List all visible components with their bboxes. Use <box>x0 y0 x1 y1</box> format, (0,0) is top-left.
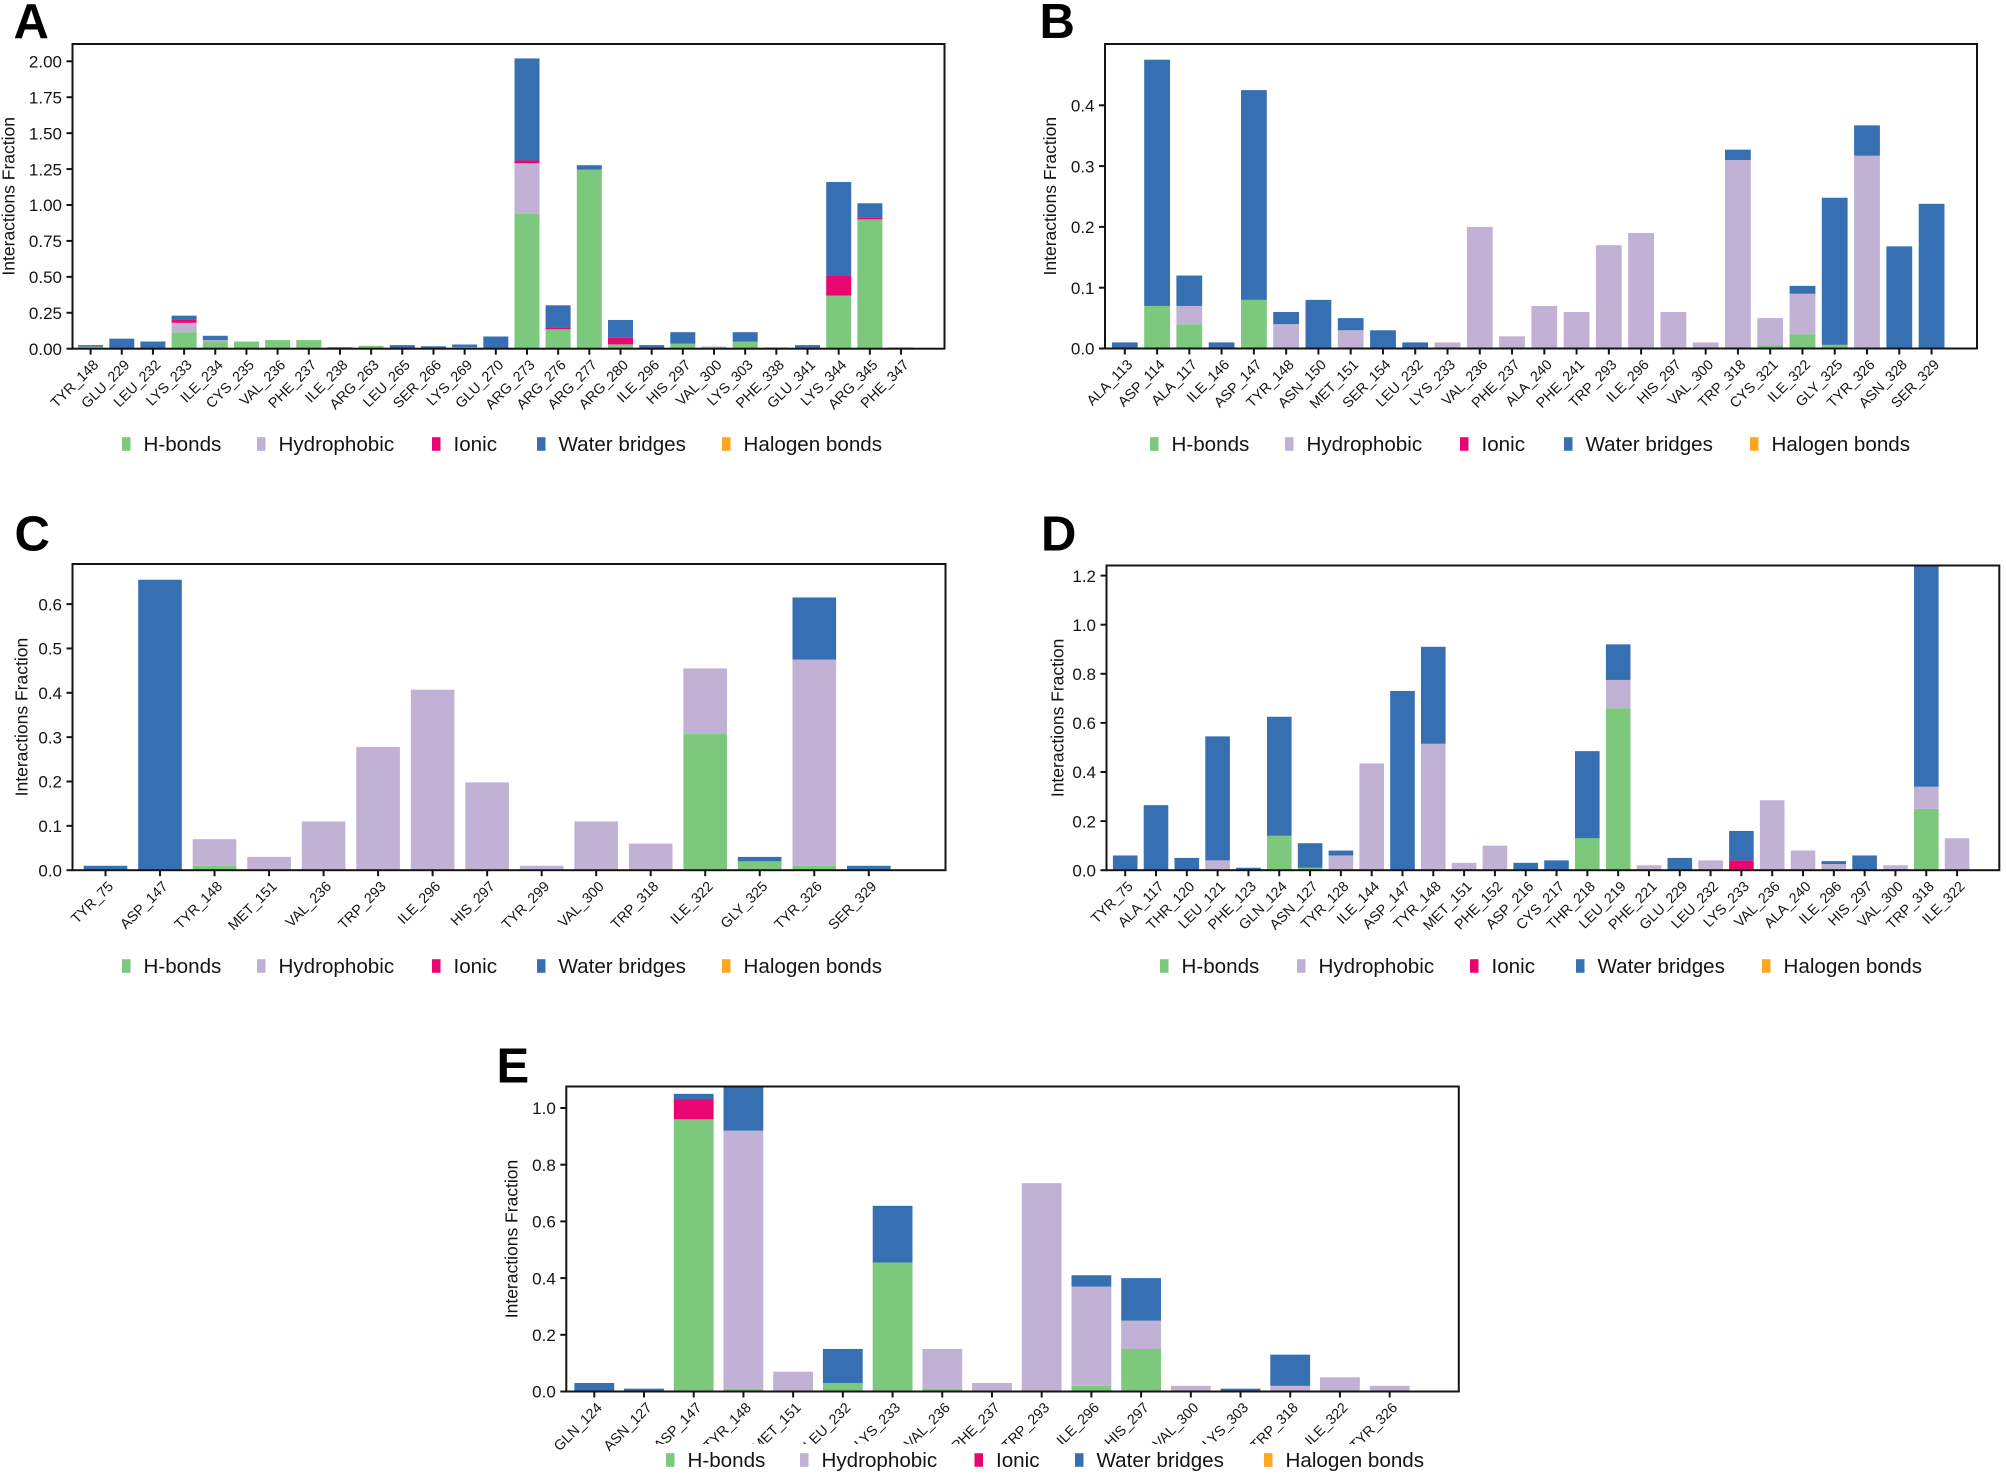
svg-text:ILE_296: ILE_296 <box>395 879 444 928</box>
svg-text:TRP_293: TRP_293 <box>336 879 390 933</box>
svg-text:VAL_300: VAL_300 <box>555 879 607 931</box>
svg-text:0.4: 0.4 <box>1071 97 1095 116</box>
svg-text:1.2: 1.2 <box>1072 567 1096 586</box>
svg-text:1.00: 1.00 <box>29 196 62 215</box>
svg-text:0.2: 0.2 <box>1071 218 1095 237</box>
svg-text:0.4: 0.4 <box>1072 763 1096 782</box>
svg-text:0.3: 0.3 <box>1071 157 1095 176</box>
svg-text:Halogen bonds: Halogen bonds <box>1784 955 1923 978</box>
svg-text:TYR_148: TYR_148 <box>172 879 226 933</box>
svg-text:Hydrophobic: Hydrophobic <box>279 955 395 978</box>
svg-text:Ionic: Ionic <box>996 1449 1040 1472</box>
svg-text:MET_151: MET_151 <box>225 879 280 934</box>
svg-text:C: C <box>15 508 50 562</box>
svg-text:E: E <box>497 1040 530 1094</box>
svg-text:0.2: 0.2 <box>38 773 62 792</box>
svg-text:0.2: 0.2 <box>532 1326 556 1345</box>
svg-text:Ionic: Ionic <box>454 433 498 456</box>
svg-text:VAL_236: VAL_236 <box>283 879 335 931</box>
svg-text:A: A <box>14 0 49 49</box>
svg-text:0.75: 0.75 <box>29 232 62 251</box>
svg-text:0.8: 0.8 <box>532 1156 556 1175</box>
svg-text:0.4: 0.4 <box>532 1269 556 1288</box>
svg-text:0.0: 0.0 <box>532 1383 556 1402</box>
svg-text:Hydrophobic: Hydrophobic <box>822 1449 938 1472</box>
svg-text:Hydrophobic: Hydrophobic <box>279 433 395 456</box>
svg-text:ILE_296: ILE_296 <box>1054 1400 1103 1449</box>
svg-text:Halogen bonds: Halogen bonds <box>1286 1449 1425 1472</box>
svg-text:ASP_147: ASP_147 <box>117 879 171 933</box>
svg-text:H-bonds: H-bonds <box>144 433 222 456</box>
svg-text:Ionic: Ionic <box>1492 955 1536 978</box>
svg-text:SER_329: SER_329 <box>826 879 881 934</box>
svg-text:B: B <box>1040 0 1075 49</box>
svg-text:GLN_124: GLN_124 <box>551 1400 606 1455</box>
svg-text:Interactions Fraction: Interactions Fraction <box>1048 639 1068 798</box>
svg-text:0.6: 0.6 <box>1072 714 1096 733</box>
svg-text:2.00: 2.00 <box>29 53 62 72</box>
svg-text:Interactions Fraction: Interactions Fraction <box>12 638 32 797</box>
svg-text:D: D <box>1041 508 1076 562</box>
svg-text:Water bridges: Water bridges <box>559 433 686 456</box>
svg-text:Water bridges: Water bridges <box>559 955 686 978</box>
svg-text:TYR_326: TYR_326 <box>772 879 826 933</box>
svg-text:0.6: 0.6 <box>38 595 62 614</box>
svg-text:Interactions Fraction: Interactions Fraction <box>1040 117 1060 276</box>
svg-text:0.0: 0.0 <box>1072 861 1096 880</box>
svg-text:1.75: 1.75 <box>29 88 62 107</box>
svg-text:HIS_297: HIS_297 <box>448 879 499 930</box>
svg-text:1.0: 1.0 <box>1072 616 1096 635</box>
svg-text:H-bonds: H-bonds <box>144 955 222 978</box>
svg-text:Hydrophobic: Hydrophobic <box>1307 433 1423 456</box>
svg-text:0.1: 0.1 <box>1071 279 1095 298</box>
svg-text:0.6: 0.6 <box>532 1213 556 1232</box>
svg-text:TYR_75: TYR_75 <box>69 879 117 927</box>
svg-text:Halogen bonds: Halogen bonds <box>744 955 883 978</box>
svg-text:Halogen bonds: Halogen bonds <box>1772 433 1911 456</box>
svg-text:TYR_299: TYR_299 <box>499 879 553 933</box>
svg-text:Ionic: Ionic <box>1482 433 1526 456</box>
svg-text:0.5: 0.5 <box>38 640 62 659</box>
svg-text:ILE_322: ILE_322 <box>1302 1400 1351 1449</box>
svg-text:TRP_318: TRP_318 <box>608 879 662 933</box>
svg-text:0.1: 0.1 <box>38 817 62 836</box>
svg-text:Halogen bonds: Halogen bonds <box>744 433 883 456</box>
svg-text:0.3: 0.3 <box>38 728 62 747</box>
svg-text:Ionic: Ionic <box>454 955 498 978</box>
svg-text:0.2: 0.2 <box>1072 812 1096 831</box>
svg-text:0.4: 0.4 <box>38 684 62 703</box>
svg-text:0.0: 0.0 <box>1071 340 1095 359</box>
svg-text:0.25: 0.25 <box>29 304 62 323</box>
svg-text:H-bonds: H-bonds <box>1182 955 1260 978</box>
svg-text:Water bridges: Water bridges <box>1586 433 1713 456</box>
svg-text:0.50: 0.50 <box>29 268 62 287</box>
svg-text:Hydrophobic: Hydrophobic <box>1319 955 1435 978</box>
svg-text:Water bridges: Water bridges <box>1598 955 1725 978</box>
svg-text:ILE_322: ILE_322 <box>668 879 717 928</box>
svg-text:0.8: 0.8 <box>1072 665 1096 684</box>
svg-text:Water bridges: Water bridges <box>1097 1449 1224 1472</box>
svg-text:0.00: 0.00 <box>29 340 62 359</box>
svg-text:Interactions Fraction: Interactions Fraction <box>0 117 19 276</box>
svg-text:Interactions Fraction: Interactions Fraction <box>501 1160 521 1319</box>
svg-text:0.0: 0.0 <box>38 861 62 880</box>
svg-text:1.25: 1.25 <box>29 160 62 179</box>
svg-text:HIS_297: HIS_297 <box>1102 1400 1153 1451</box>
svg-text:1.0: 1.0 <box>532 1099 556 1118</box>
svg-text:H-bonds: H-bonds <box>688 1449 766 1472</box>
svg-text:1.50: 1.50 <box>29 124 62 143</box>
svg-text:H-bonds: H-bonds <box>1172 433 1250 456</box>
svg-text:GLY_325: GLY_325 <box>718 879 771 932</box>
